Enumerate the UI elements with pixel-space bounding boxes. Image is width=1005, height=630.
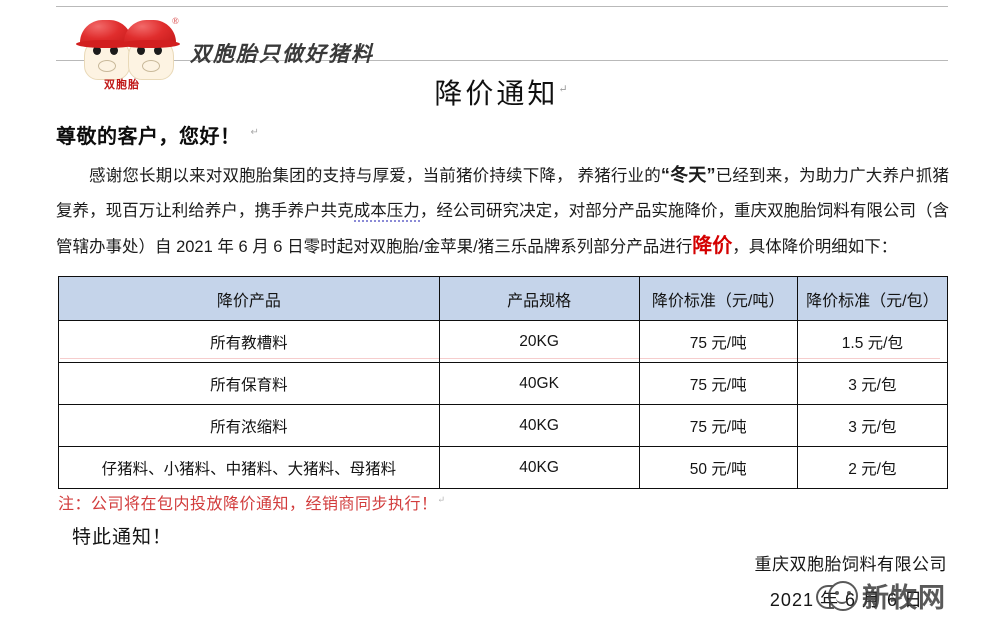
body-emphasis-price-cut: 降价 — [692, 235, 733, 257]
body-underlined-cost: 成本压力 — [353, 202, 420, 222]
footer-note: 注：公司将在包内投放降价通知，经销商同步执行！↵ — [58, 490, 446, 514]
cell-per-bag: 2 元/包 — [796, 446, 949, 489]
brand-slogan: 双胞胎只做好猪料 — [190, 41, 374, 66]
trademark-icon: ® — [172, 16, 179, 26]
body-text-part3: ，经公司研究决定，对部分产品实施降价，重庆双胞胎饲料有限公司（含管辖办事处）自 … — [56, 202, 950, 256]
footer-note-text: 注：公司将在包内投放降价通知，经销商同步执行！ — [58, 496, 438, 513]
cell-spec: 40KG — [438, 446, 640, 489]
paragraph-mark: ↵ — [250, 127, 260, 139]
cell-per-bag: 3 元/包 — [796, 362, 949, 405]
body-emphasis-winter: “冬天” — [660, 165, 716, 185]
table-body: 所有教槽料 20KG 75 元/吨 1.5 元/包 所有保育料 40GK 75 … — [58, 320, 949, 489]
pig-mascot-right-icon — [120, 16, 180, 80]
cell-spec: 20KG — [438, 320, 640, 363]
cell-per-ton: 50 元/吨 — [638, 446, 798, 489]
body-text-part4: ，具体降价明细如下： — [732, 238, 898, 256]
letterhead-rule-top — [56, 6, 948, 7]
price-reduction-table: 降价产品 产品规格 降价标准（元/吨） 降价标准（元/包） 所有教槽料 20KG… — [58, 276, 949, 489]
paragraph-mark: ↵ — [558, 83, 571, 96]
letterhead-rule-bottom — [56, 60, 948, 61]
table-row: 所有浓缩料 40KG 75 元/吨 3 元/包 — [58, 404, 949, 447]
cell-per-bag: 1.5 元/包 — [796, 320, 949, 363]
cell-product: 所有教槽料 — [58, 320, 440, 363]
brand-logo-text: 双胞胎 — [104, 79, 140, 91]
table-header: 降价产品 产品规格 降价标准（元/吨） 降价标准（元/包） — [58, 276, 949, 321]
cell-per-ton: 75 元/吨 — [638, 404, 798, 447]
signature-company: 重庆双胞胎饲料有限公司 — [754, 555, 947, 574]
table-row: 仔猪料、小猪料、中猪料、大猪料、母猪料 40KG 50 元/吨 2 元/包 — [58, 446, 949, 489]
table-row: 所有教槽料 20KG 75 元/吨 1.5 元/包 — [58, 320, 949, 363]
letterhead: ® 双胞胎 双胞胎只做好猪料 — [0, 0, 1005, 112]
page-title-text: 降价通知 — [434, 79, 559, 110]
cell-product: 仔猪料、小猪料、中猪料、大猪料、母猪料 — [58, 446, 440, 489]
cell-spec: 40GK — [438, 362, 640, 405]
cell-product: 所有保育料 — [58, 362, 440, 405]
brand-logo: ® 双胞胎 — [72, 4, 192, 96]
cell-per-ton: 75 元/吨 — [638, 320, 798, 363]
body-paragraph: 感谢您长期以来对双胞胎集团的支持与厚爱，当前猪价持续下降， 养猪行业的“冬天”已… — [56, 158, 949, 265]
table-row: 所有保育料 40GK 75 元/吨 3 元/包 — [58, 362, 949, 405]
paragraph-mark: ↵ — [437, 494, 446, 505]
column-header-product: 降价产品 — [58, 276, 440, 321]
page-title: 降价通知↵ — [0, 72, 1005, 112]
cell-product: 所有浓缩料 — [58, 404, 440, 447]
cell-spec: 40KG — [438, 404, 640, 447]
signature-date: 2021 年 6 月 6 日 — [769, 590, 923, 610]
body-text-part2: 已经到来，为助力广大养户抓猪复养，现百万让利给养户，携手养户共克 — [56, 167, 950, 220]
salutation-text: 尊敬的客户，您好！ — [56, 126, 241, 148]
cell-per-ton: 75 元/吨 — [638, 362, 798, 405]
salutation: 尊敬的客户，您好！ ↵ — [56, 120, 259, 149]
column-header-spec: 产品规格 — [438, 276, 640, 321]
body-text-part1: 感谢您长期以来对双胞胎集团的支持与厚爱，当前猪价持续下降， 养猪行业的 — [89, 167, 661, 185]
table-header-row: 降价产品 产品规格 降价标准（元/吨） 降价标准（元/包） — [58, 276, 949, 321]
cell-per-bag: 3 元/包 — [796, 404, 949, 447]
column-header-per-bag: 降价标准（元/包） — [796, 276, 949, 321]
column-header-per-ton: 降价标准（元/吨） — [638, 276, 798, 321]
closing-line: 特此通知！ — [72, 527, 173, 548]
